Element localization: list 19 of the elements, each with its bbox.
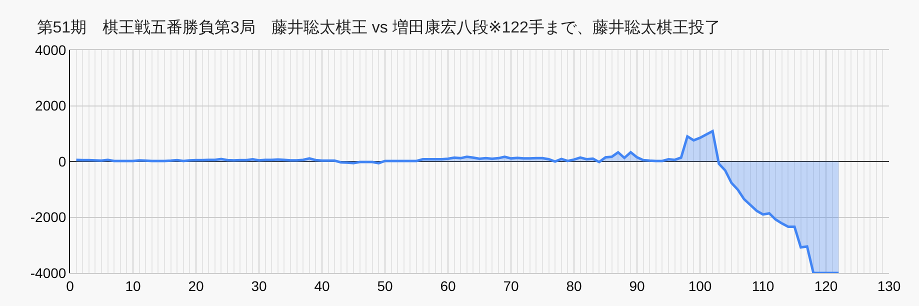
chart-title: 第51期 棋王戦五番勝負第3局 藤井聡太棋王 vs 増田康宏八段※122手まで、藤井聡太棋王投了	[36, 18, 720, 37]
y-tick-label: 4000	[35, 42, 66, 58]
y-tick-label: -2000	[30, 209, 66, 226]
x-tick-label: 80	[566, 278, 582, 294]
y-tick-label: 0	[58, 153, 66, 170]
x-tick-label: 120	[814, 278, 838, 294]
x-tick-label: 20	[188, 278, 204, 294]
x-tick-label: 100	[688, 278, 712, 294]
x-tick-label: 30	[251, 278, 267, 294]
x-tick-label: 70	[503, 278, 519, 294]
x-tick-label: 90	[629, 278, 645, 294]
y-tick-label: -4000	[30, 264, 66, 281]
x-tick-label: 110	[752, 278, 774, 294]
x-tick-label: 60	[440, 278, 456, 294]
x-tick-label: 50	[377, 278, 393, 294]
y-tick-label: 2000	[35, 98, 66, 114]
x-tick-label: 10	[125, 278, 141, 294]
x-tick-label: 40	[314, 278, 330, 294]
x-tick-label: 130	[877, 278, 901, 294]
